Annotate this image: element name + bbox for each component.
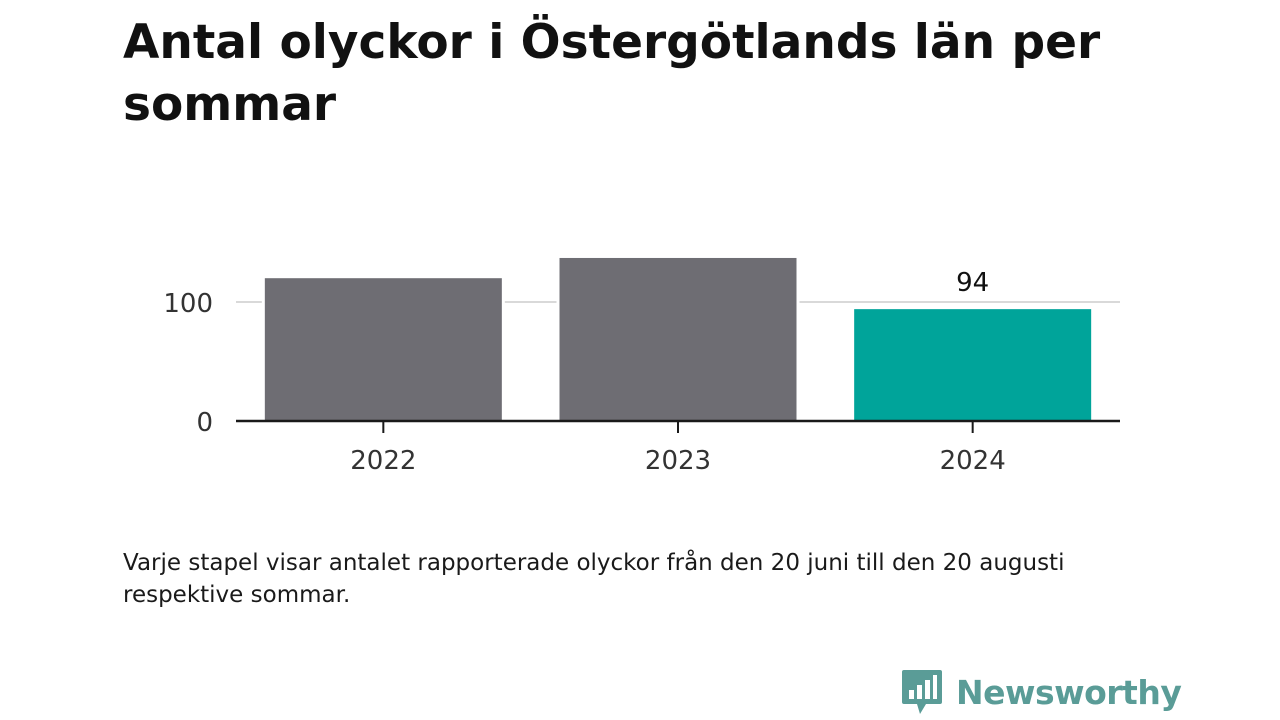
bar-2024 bbox=[854, 309, 1092, 421]
bar-2023 bbox=[559, 257, 797, 421]
x-tick-label: 2024 bbox=[940, 446, 1006, 476]
x-axis-ticks bbox=[382, 421, 974, 433]
chart-footnote: Varje stapel visar antalet rapporterade … bbox=[123, 550, 1065, 608]
y-tick-label: 100 bbox=[163, 289, 213, 319]
bars bbox=[261, 254, 1095, 421]
bar-value-label: 94 bbox=[956, 268, 989, 298]
x-axis-labels: 2022 2023 2024 bbox=[350, 446, 1006, 476]
y-axis-labels: 0 100 bbox=[163, 289, 213, 438]
y-tick-label: 0 bbox=[196, 408, 213, 438]
bar-2022 bbox=[264, 278, 502, 421]
chart-title: Antal olyckor i Östergötlands län per so… bbox=[123, 15, 1101, 132]
newsworthy-logo: Newsworthy bbox=[900, 668, 1182, 716]
bar-chart-speech-bubble-icon bbox=[902, 670, 942, 714]
brand-name: Newsworthy bbox=[956, 672, 1182, 712]
x-tick-label: 2022 bbox=[350, 446, 416, 476]
value-labels: 94 bbox=[956, 268, 989, 298]
x-tick-label: 2023 bbox=[645, 446, 711, 476]
